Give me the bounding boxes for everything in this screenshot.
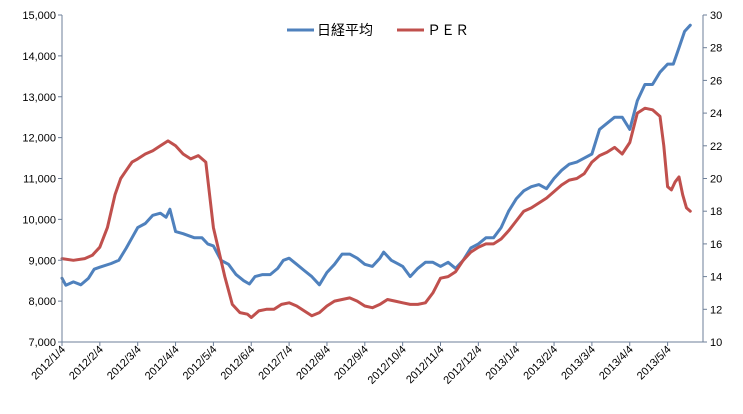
- y-left-tick-label: 9,000: [28, 255, 56, 267]
- x-tick-label: 2012/12/4: [441, 344, 484, 387]
- x-tick-label: 2012/4/4: [143, 344, 182, 383]
- y-right-tick-label: 14: [710, 272, 722, 284]
- y-left-tick-label: 15,000: [22, 10, 56, 22]
- x-tick-label: 2012/3/4: [105, 344, 144, 383]
- y-left-tick-label: 7,000: [28, 337, 56, 349]
- x-tick-label: 2012/8/4: [294, 344, 333, 383]
- y-right-tick-label: 16: [710, 239, 722, 251]
- x-tick-label: 2013/2/4: [521, 344, 560, 383]
- x-tick-label: 2013/3/4: [559, 344, 598, 383]
- y-right-tick-label: 18: [710, 206, 722, 218]
- x-tick-label: 2012/5/4: [181, 344, 220, 383]
- y-left-tick-label: 10,000: [22, 214, 56, 226]
- y-right-tick-label: 22: [710, 141, 722, 153]
- x-tick-label: 2013/4/4: [597, 344, 636, 383]
- y-right-tick-label: 20: [710, 174, 722, 186]
- x-tick-label: 2013/5/4: [635, 344, 674, 383]
- x-tick-label: 2012/10/4: [366, 344, 409, 387]
- y-left-tick-label: 8,000: [28, 296, 56, 308]
- y-right-tick-label: 26: [710, 75, 722, 87]
- y-left-tick-label: 14,000: [22, 51, 56, 63]
- legend-label-nikkei: 日経平均: [317, 23, 373, 39]
- y-right-tick-label: 30: [710, 10, 722, 22]
- x-tick-label: 2012/1/4: [29, 344, 68, 383]
- legend-label-per: ＰＥＲ: [427, 23, 469, 39]
- y-left-tick-label: 12,000: [22, 133, 56, 145]
- legend: 日経平均 ＰＥＲ: [287, 23, 469, 39]
- x-tick-label: 2012/11/4: [404, 344, 447, 387]
- x-tick-label: 2012/2/4: [67, 344, 106, 383]
- y-left-tick-label: 13,000: [22, 92, 56, 104]
- x-tick-label: 2012/7/4: [256, 344, 295, 383]
- x-tick-label: 2012/9/4: [332, 344, 371, 383]
- y-right-tick-label: 12: [710, 304, 722, 316]
- y-right-tick-label: 28: [710, 43, 722, 55]
- x-tick-label: 2012/6/4: [219, 344, 258, 383]
- y-left-tick-label: 11,000: [23, 174, 56, 186]
- series-line-per: [60, 106, 692, 319]
- series-layer: [60, 23, 692, 319]
- series-line-nikkei: [60, 23, 692, 287]
- y-right-tick-label: 24: [710, 108, 722, 120]
- axes-layer: 7,000 8,000 9,000 10,000 11,000 12,000 13,000 1…: [22, 10, 722, 387]
- x-tick-label: 2013/1/4: [484, 344, 523, 383]
- y-right-tick-label: 10: [710, 337, 722, 349]
